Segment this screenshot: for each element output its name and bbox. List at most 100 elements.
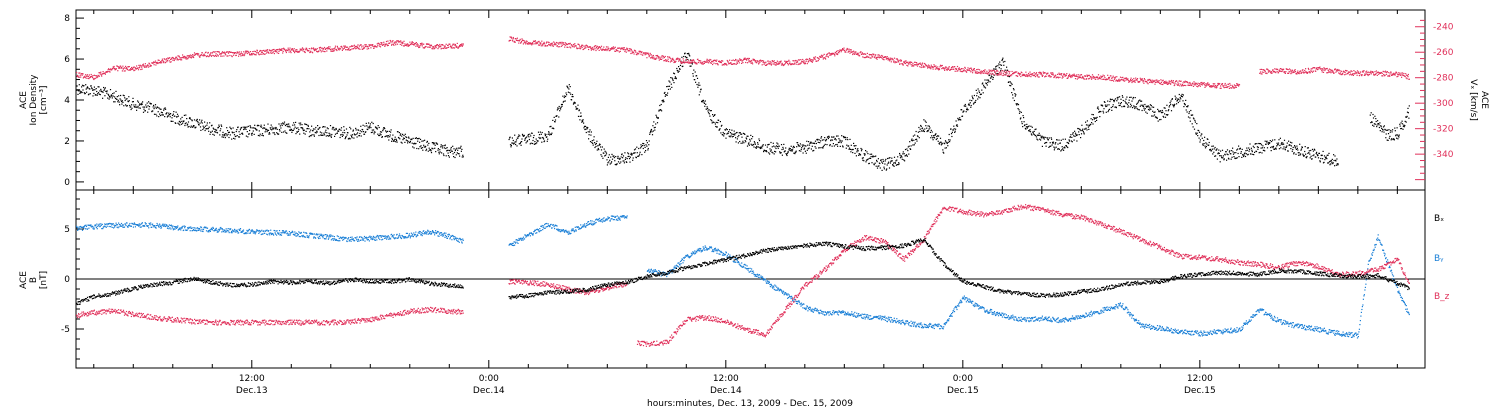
data-point — [906, 155, 908, 157]
data-point — [728, 62, 730, 64]
data-point — [395, 44, 397, 46]
data-point — [387, 44, 389, 46]
data-point — [121, 67, 123, 69]
data-point — [639, 153, 641, 155]
data-point — [247, 136, 249, 138]
data-point — [299, 124, 301, 126]
data-point — [577, 104, 579, 106]
data-point — [803, 63, 806, 65]
data-point — [1024, 74, 1026, 76]
data-point — [165, 108, 167, 110]
data-point — [837, 145, 839, 147]
data-point — [224, 137, 226, 139]
data-point — [113, 92, 115, 94]
data-point — [951, 131, 953, 133]
data-point — [709, 110, 711, 112]
data-point — [874, 55, 876, 57]
data-point — [1268, 141, 1270, 144]
data-point — [370, 47, 372, 49]
data-point — [1236, 149, 1238, 151]
data-point — [439, 151, 441, 153]
data-point — [813, 149, 815, 152]
data-point — [1377, 120, 1379, 122]
data-point — [1025, 128, 1027, 130]
data-point — [1085, 127, 1087, 129]
data-point — [86, 86, 89, 88]
data-point — [1029, 130, 1031, 132]
data-point — [391, 140, 393, 142]
data-point — [603, 148, 605, 150]
data-point — [157, 106, 159, 109]
data-point — [161, 60, 163, 62]
data-point — [273, 53, 275, 55]
data-point — [153, 61, 155, 63]
data-point — [537, 44, 540, 46]
data-point — [561, 44, 563, 46]
data-point — [1200, 135, 1202, 137]
data-point — [107, 93, 109, 95]
data-point — [1313, 154, 1315, 156]
data-point — [715, 125, 717, 128]
data-point — [959, 117, 961, 119]
data-point — [1027, 126, 1029, 128]
data-point — [300, 49, 303, 51]
data-point — [378, 43, 380, 45]
data-point — [867, 153, 869, 155]
data-point — [347, 49, 349, 51]
data-point — [456, 42, 458, 44]
data-point — [732, 59, 734, 61]
data-point — [1305, 153, 1307, 155]
data-point — [1015, 75, 1017, 77]
data-point — [921, 127, 924, 129]
data-point — [182, 56, 185, 58]
data-point — [1188, 112, 1190, 115]
data-point — [345, 46, 348, 48]
data-point — [1266, 147, 1269, 149]
data-point — [877, 165, 879, 167]
data-point — [605, 153, 608, 155]
data-point — [887, 162, 889, 164]
data-point — [1267, 143, 1269, 145]
data-point — [1187, 105, 1189, 107]
data-point — [772, 142, 774, 144]
data-point — [1196, 132, 1198, 134]
data-point — [323, 132, 325, 134]
data-point — [808, 59, 810, 62]
data-point — [884, 160, 886, 162]
data-point — [367, 126, 369, 128]
data-point — [376, 46, 378, 48]
data-point — [726, 129, 728, 131]
data-point — [659, 104, 661, 107]
data-point — [696, 83, 698, 86]
data-point — [1284, 148, 1286, 150]
data-point — [159, 108, 161, 110]
data-point — [980, 70, 982, 72]
data-point — [1279, 144, 1281, 147]
data-point — [625, 49, 627, 51]
data-point — [1083, 133, 1085, 135]
data-point — [850, 49, 852, 51]
data-point — [1325, 156, 1327, 158]
data-point — [91, 88, 93, 90]
data-point — [458, 153, 460, 155]
data-point — [712, 60, 714, 62]
data-point — [210, 52, 212, 54]
data-point — [692, 61, 694, 64]
data-point — [1119, 96, 1121, 98]
data-point — [886, 168, 888, 170]
data-point — [538, 136, 540, 139]
data-point — [402, 41, 404, 43]
data-point — [195, 126, 197, 128]
data-point — [588, 138, 590, 140]
data-point — [776, 60, 778, 62]
data-point — [422, 43, 424, 45]
data-point — [140, 65, 142, 67]
data-point — [1244, 155, 1247, 158]
data-point — [804, 63, 806, 65]
data-point — [894, 162, 896, 164]
data-point — [320, 134, 322, 136]
data-point — [608, 47, 610, 49]
data-point — [615, 156, 617, 158]
data-point — [908, 153, 910, 155]
data-point — [1241, 148, 1243, 150]
